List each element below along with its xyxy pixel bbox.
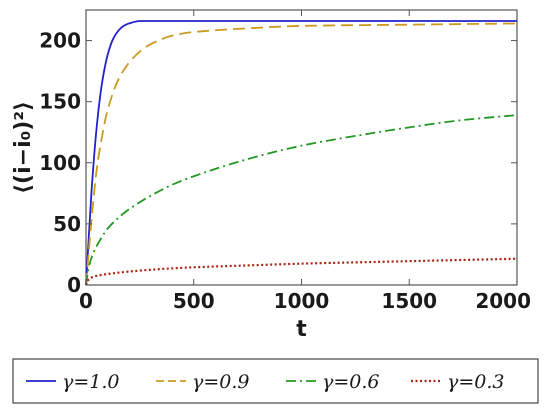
x-axis-label: t [296, 317, 307, 342]
y-tick-label: 200 [39, 29, 81, 53]
series-line-4 [84, 257, 518, 286]
series-line-3 [85, 114, 518, 286]
series-line-1 [85, 20, 517, 286]
y-axis-label: ⟨(i−i₀)²⟩ [11, 101, 36, 194]
x-tick-label: 1000 [274, 289, 330, 313]
plot-area: 0 500 1000 1500 2000 0 50 100 150 200 [39, 9, 531, 313]
legend-box [12, 358, 539, 404]
x-tick-label: 2000 [475, 289, 531, 313]
legend: γ=1.0 γ=0.9 γ=0.6 γ=0.3 [12, 358, 539, 404]
x-tick-label: 500 [173, 289, 215, 313]
y-tick-label: 150 [39, 90, 81, 114]
legend-label-3: γ=0.6 [322, 371, 380, 393]
y-tick-label: 0 [67, 273, 81, 297]
legend-label-2: γ=0.9 [192, 371, 250, 393]
series-line-2 [85, 22, 518, 286]
ticks-layer: 0 500 1000 1500 2000 0 50 100 150 200 [39, 10, 531, 313]
y-tick-label: 100 [39, 151, 81, 175]
plot-frame [85, 9, 518, 286]
legend-label-4: γ=0.3 [447, 371, 505, 393]
series-layer [84, 20, 518, 286]
legend-label-1: γ=1.0 [62, 371, 120, 393]
x-tick-label: 0 [79, 289, 93, 313]
x-tick-label: 1500 [381, 289, 437, 313]
y-tick-label: 50 [53, 212, 81, 236]
